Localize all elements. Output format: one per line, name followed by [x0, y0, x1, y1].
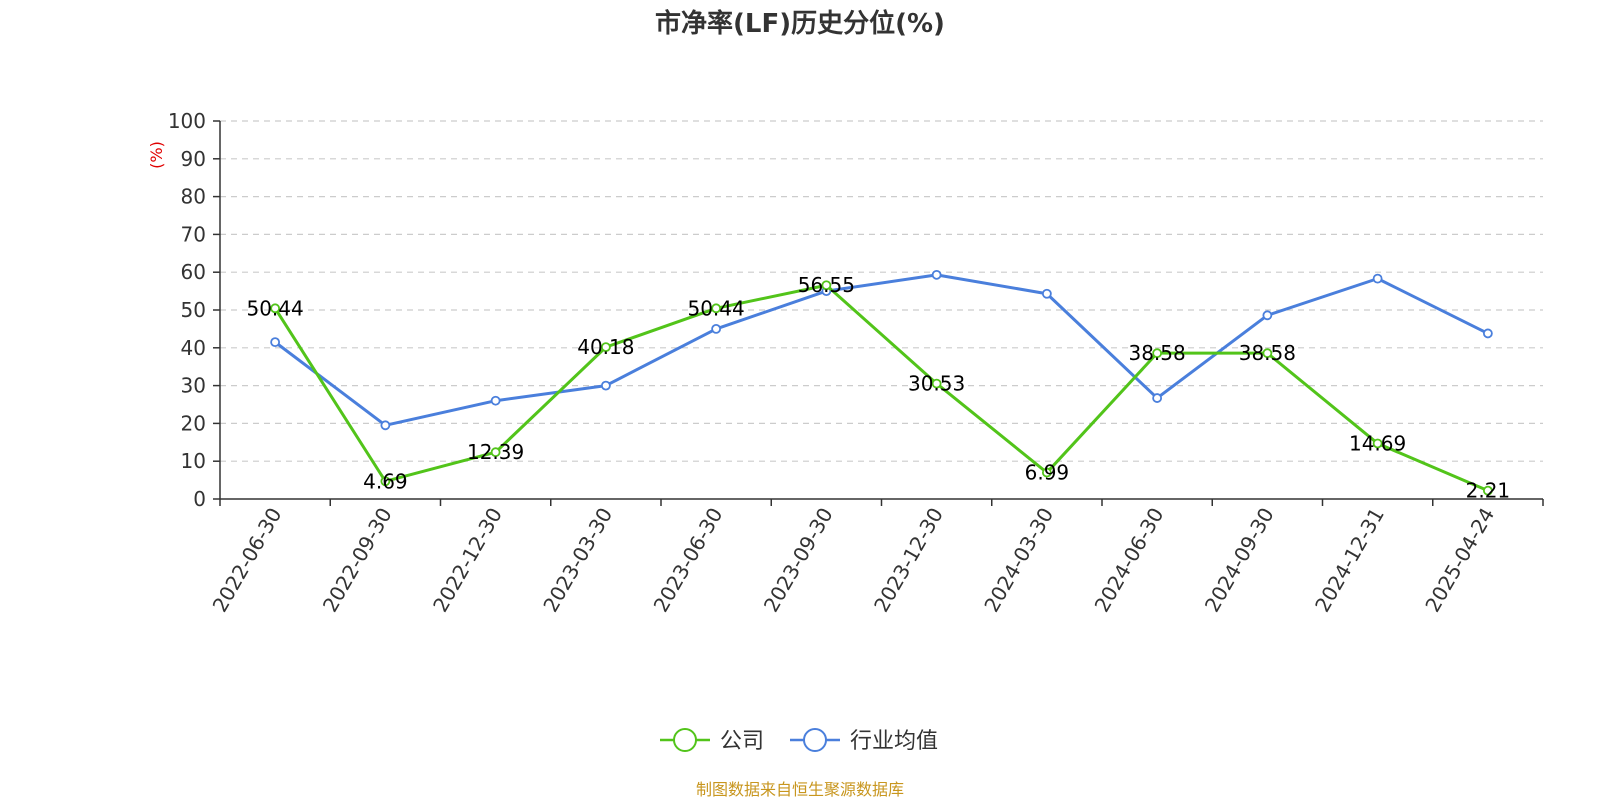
data-point — [490, 447, 501, 458]
x-tick-label: 2022-06-30 — [208, 504, 287, 617]
data-point — [931, 269, 942, 280]
data-point — [931, 378, 942, 389]
x-tick-label: 2022-09-30 — [318, 504, 397, 617]
data-label: 30.53 — [908, 372, 965, 396]
legend-label: 公司 — [720, 729, 764, 754]
data-label: 50.44 — [246, 296, 303, 320]
x-tick-label: 2023-09-30 — [759, 504, 838, 617]
y-axis: 0 10 20 30 40 50 60 70 80 90 100 — [168, 109, 221, 511]
y-tick-label: 0 — [193, 487, 206, 511]
y-tick-label: 90 — [181, 147, 206, 171]
data-point — [1152, 393, 1163, 403]
y-axis-label: (%) — [147, 141, 166, 169]
x-tick-label: 2024-06-30 — [1090, 504, 1169, 617]
data-point — [821, 280, 832, 291]
data-label: 50.44 — [687, 296, 744, 320]
data-point — [1152, 348, 1163, 359]
data-point — [711, 323, 722, 334]
data-point — [1372, 438, 1383, 449]
y-tick-label: 60 — [181, 260, 206, 284]
data-point — [1482, 328, 1493, 339]
data-point — [1482, 485, 1493, 496]
data-point — [1041, 467, 1052, 478]
data-label: 12.39 — [467, 440, 524, 464]
data-label: 38.58 — [1239, 341, 1296, 365]
x-tick-label: 2022-12-30 — [428, 504, 507, 617]
y-tick-label: 40 — [181, 336, 206, 360]
x-tick-label: 2023-06-30 — [649, 504, 728, 617]
legend-item-0[interactable]: 公司 — [660, 728, 764, 754]
y-tick-label: 80 — [181, 185, 206, 209]
source-note: 制图数据来自恒生聚源数据库 — [696, 780, 904, 799]
series-layer — [270, 269, 1493, 496]
x-tick-label: 2023-12-30 — [869, 504, 948, 617]
data-label: 4.69 — [363, 469, 408, 493]
data-point — [380, 476, 391, 487]
data-point — [600, 342, 611, 353]
data-label: 6.99 — [1025, 461, 1070, 485]
legend-label: 行业均值 — [850, 729, 938, 754]
series-line-0 — [273, 283, 1489, 493]
data-labels: 50.44 4.69 12.39 40.18 50.44 56.55 30.53 6.99 38… — [246, 273, 1510, 502]
series-line-1 — [274, 273, 1489, 427]
data-point — [711, 303, 722, 314]
legend-item-1[interactable]: 行业均值 — [790, 728, 938, 754]
data-point — [1372, 273, 1383, 284]
data-point — [1262, 310, 1273, 321]
data-point — [270, 337, 281, 348]
legend: 公司 行业均值 — [660, 728, 938, 754]
x-tick-label: 2024-12-31 — [1310, 504, 1389, 617]
data-label: 2.21 — [1466, 479, 1511, 503]
y-tick-label: 20 — [181, 411, 206, 435]
legend-marker — [803, 728, 827, 752]
y-tick-label: 30 — [181, 374, 206, 398]
data-point — [1041, 288, 1052, 299]
data-label: 38.58 — [1128, 341, 1185, 365]
data-point — [270, 303, 281, 314]
data-point — [600, 380, 611, 391]
data-label: 56.55 — [798, 273, 855, 297]
x-tick-label: 2025-04-24 — [1420, 504, 1499, 617]
y-tick-label: 50 — [181, 298, 206, 322]
x-tick-label: 2023-03-30 — [538, 504, 617, 617]
grid-lines — [220, 120, 1543, 462]
x-tick-label: 2024-03-30 — [979, 504, 1058, 617]
data-point — [490, 395, 501, 406]
y-tick-label: 10 — [181, 449, 206, 473]
y-tick-label: 100 — [168, 109, 206, 133]
chart-title: 市净率(LF)历史分位(%) — [655, 8, 945, 39]
legend-marker — [673, 728, 697, 752]
x-tick-label: 2024-09-30 — [1200, 504, 1279, 617]
data-point — [380, 420, 391, 431]
x-axis: 2022-06-30 2022-09-30 2022-12-30 2023-03-30… — [208, 498, 1544, 617]
data-label: 14.69 — [1349, 431, 1406, 455]
y-tick-label: 70 — [181, 222, 206, 246]
data-label: 40.18 — [577, 335, 634, 359]
data-point — [1262, 348, 1273, 359]
